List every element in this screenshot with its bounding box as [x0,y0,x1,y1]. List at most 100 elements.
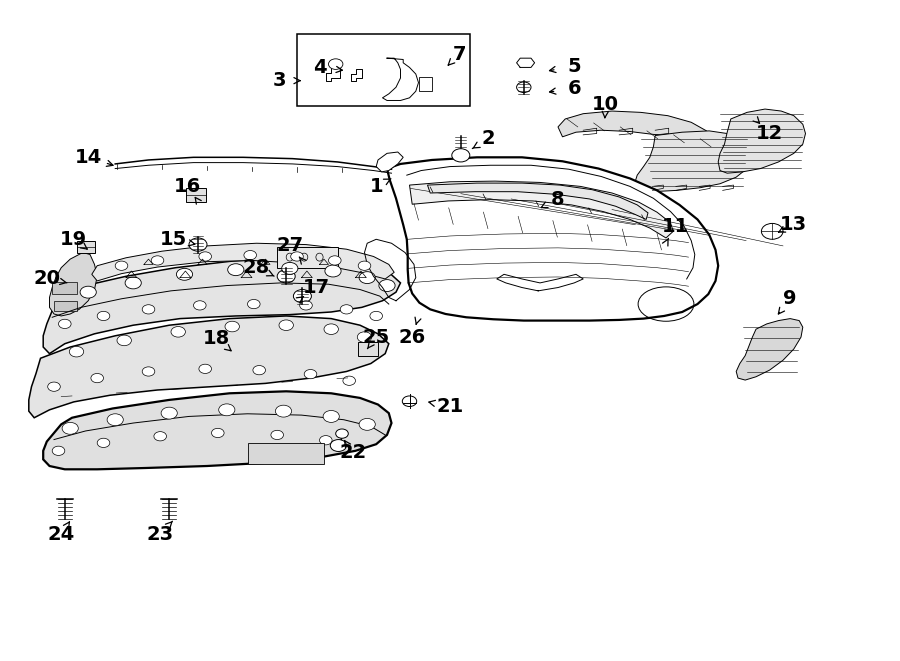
Circle shape [80,286,96,298]
Circle shape [91,373,104,383]
Circle shape [248,299,260,309]
Circle shape [402,396,417,407]
Text: 9: 9 [783,290,797,308]
Circle shape [115,261,128,270]
Text: 25: 25 [363,328,390,346]
Bar [297,34,470,106]
Text: 8: 8 [550,190,564,209]
Polygon shape [29,316,389,418]
Circle shape [228,264,244,276]
Text: 28: 28 [243,258,270,277]
Text: 23: 23 [147,525,174,543]
Text: 10: 10 [592,95,619,114]
Bar [186,188,206,202]
Circle shape [340,305,353,314]
Circle shape [52,446,65,455]
Bar [418,77,432,91]
Circle shape [142,305,155,314]
Bar [52,282,77,294]
Circle shape [271,430,284,440]
Circle shape [357,332,372,342]
Circle shape [199,252,212,261]
Polygon shape [92,243,394,281]
Text: 16: 16 [174,177,201,196]
Polygon shape [43,391,392,469]
Polygon shape [558,111,711,145]
Circle shape [343,376,356,385]
Circle shape [359,418,375,430]
Polygon shape [718,109,806,173]
Circle shape [194,301,206,310]
Circle shape [358,261,371,270]
Circle shape [142,367,155,376]
Text: 3: 3 [272,71,286,90]
Circle shape [279,320,293,330]
Bar [358,342,378,356]
Text: 14: 14 [75,148,102,167]
Circle shape [48,382,60,391]
Circle shape [359,272,375,284]
Circle shape [219,404,235,416]
Circle shape [336,429,348,438]
Text: 27: 27 [276,237,303,255]
Text: 4: 4 [312,58,327,77]
Text: 18: 18 [202,329,230,348]
Circle shape [452,149,470,162]
Text: 2: 2 [482,130,496,148]
Text: 11: 11 [662,217,688,235]
Circle shape [277,270,295,283]
Circle shape [330,440,346,451]
Circle shape [62,422,78,434]
Text: 20: 20 [33,270,60,288]
Circle shape [320,436,332,445]
Circle shape [176,268,193,280]
Polygon shape [410,181,673,238]
Circle shape [300,301,312,310]
Text: 19: 19 [60,230,87,249]
Circle shape [212,428,224,438]
Circle shape [189,238,207,251]
Bar [248,443,324,464]
Circle shape [117,335,131,346]
Circle shape [107,414,123,426]
Circle shape [253,366,266,375]
Text: 6: 6 [567,79,581,98]
Circle shape [328,256,341,265]
Circle shape [69,346,84,357]
Polygon shape [376,152,403,172]
Polygon shape [634,131,752,192]
Circle shape [199,364,212,373]
Circle shape [304,369,317,379]
Polygon shape [736,319,803,380]
Circle shape [97,438,110,447]
Circle shape [151,256,164,265]
Text: 17: 17 [303,278,330,297]
Text: 5: 5 [567,57,581,75]
Circle shape [324,324,338,334]
Text: 13: 13 [780,215,807,234]
Text: 1: 1 [369,177,383,196]
Circle shape [244,251,256,260]
Circle shape [370,311,382,321]
Circle shape [323,410,339,422]
Polygon shape [428,183,648,219]
Text: 22: 22 [339,444,366,462]
Circle shape [125,277,141,289]
Bar [54,301,76,311]
Circle shape [58,319,71,329]
Circle shape [325,265,341,277]
Bar [76,241,94,253]
Circle shape [293,290,311,303]
Circle shape [161,407,177,419]
Polygon shape [43,258,400,354]
Text: 15: 15 [160,230,187,249]
Circle shape [275,405,292,417]
Polygon shape [387,157,718,321]
Text: 21: 21 [436,397,464,416]
Circle shape [171,327,185,337]
Text: 7: 7 [452,45,466,63]
Bar [277,247,338,268]
Circle shape [225,321,239,332]
Circle shape [379,280,395,292]
Circle shape [282,262,298,274]
